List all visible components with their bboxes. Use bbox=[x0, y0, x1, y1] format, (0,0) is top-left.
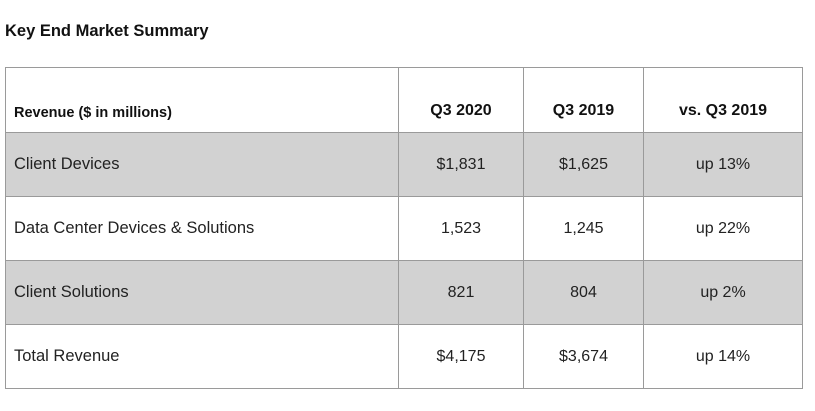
table-row: Data Center Devices & Solutions 1,523 1,… bbox=[5, 196, 803, 261]
change-value: up 2% bbox=[643, 260, 803, 325]
column-header-q3-2019: Q3 2019 bbox=[523, 67, 644, 133]
q3-2020-value: $1,831 bbox=[398, 132, 524, 197]
q3-2019-value: $3,674 bbox=[523, 324, 644, 389]
row-label: Client Devices bbox=[5, 132, 399, 197]
table-row: Total Revenue $4,175 $3,674 up 14% bbox=[5, 324, 803, 389]
column-header-q3-2020: Q3 2020 bbox=[398, 67, 524, 133]
row-label: Total Revenue bbox=[5, 324, 399, 389]
row-label: Client Solutions bbox=[5, 260, 399, 325]
table-row: Client Devices $1,831 $1,625 up 13% bbox=[5, 132, 803, 197]
table-header-row: Revenue ($ in millions) Q3 2020 Q3 2019 … bbox=[5, 67, 803, 133]
q3-2020-value: 1,523 bbox=[398, 196, 524, 261]
page-title: Key End Market Summary bbox=[5, 22, 209, 40]
q3-2019-value: $1,625 bbox=[523, 132, 644, 197]
q3-2020-value: $4,175 bbox=[398, 324, 524, 389]
column-header-revenue: Revenue ($ in millions) bbox=[5, 67, 399, 133]
market-summary-table: Revenue ($ in millions) Q3 2020 Q3 2019 … bbox=[5, 67, 803, 389]
change-value: up 14% bbox=[643, 324, 803, 389]
column-header-change: vs. Q3 2019 bbox=[643, 67, 803, 133]
change-value: up 22% bbox=[643, 196, 803, 261]
change-value: up 13% bbox=[643, 132, 803, 197]
q3-2020-value: 821 bbox=[398, 260, 524, 325]
q3-2019-value: 1,245 bbox=[523, 196, 644, 261]
table-row: Client Solutions 821 804 up 2% bbox=[5, 260, 803, 325]
row-label: Data Center Devices & Solutions bbox=[5, 196, 399, 261]
q3-2019-value: 804 bbox=[523, 260, 644, 325]
